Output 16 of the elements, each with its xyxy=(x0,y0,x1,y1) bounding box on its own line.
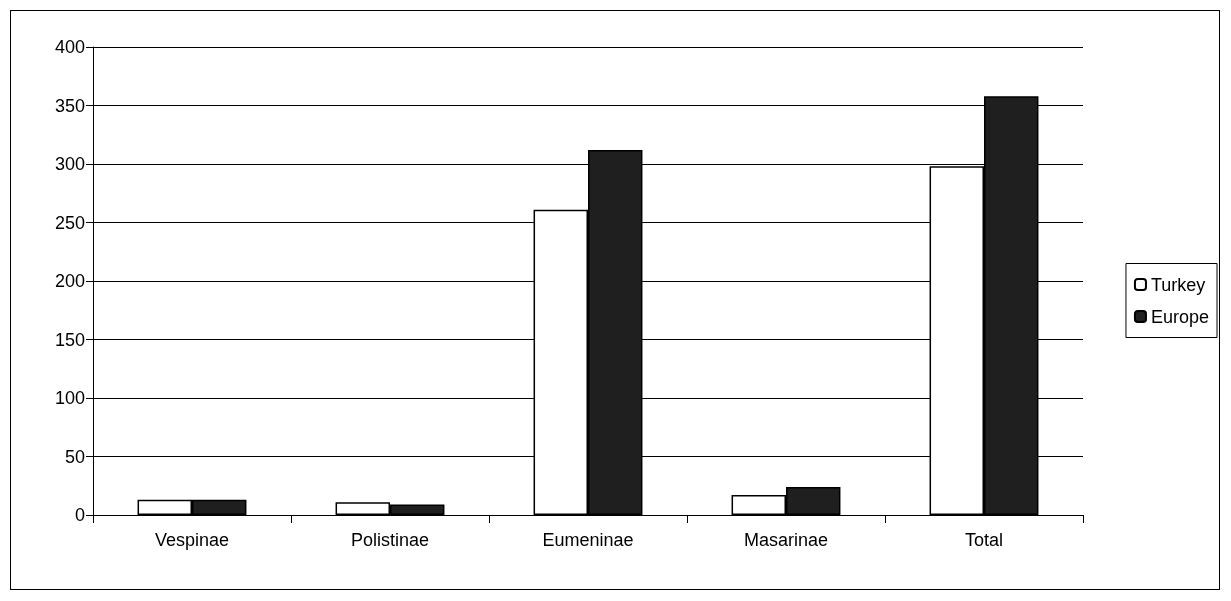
x-tick-label: Eumeninae xyxy=(542,530,634,550)
y-tick-label: 50 xyxy=(64,446,85,467)
legend-label: Europe xyxy=(1150,306,1209,327)
y-tick-label: 400 xyxy=(54,37,85,57)
x-tick-label: Polistinae xyxy=(350,530,430,550)
y-tick-label: 200 xyxy=(54,271,85,291)
x-tick-label: Vespinae xyxy=(154,530,230,550)
y-tick-label: 250 xyxy=(54,212,85,233)
x-tick-label: Masarinae xyxy=(743,530,829,550)
x-tick-label: Total xyxy=(964,530,1004,550)
legend-label: Turkey xyxy=(1150,274,1206,295)
y-tick-label: 300 xyxy=(54,154,85,174)
y-tick-label: 100 xyxy=(54,388,85,408)
y-tick-label: 150 xyxy=(54,329,85,350)
y-tick-label: 0 xyxy=(74,505,85,525)
y-tick-label: 350 xyxy=(54,95,85,116)
